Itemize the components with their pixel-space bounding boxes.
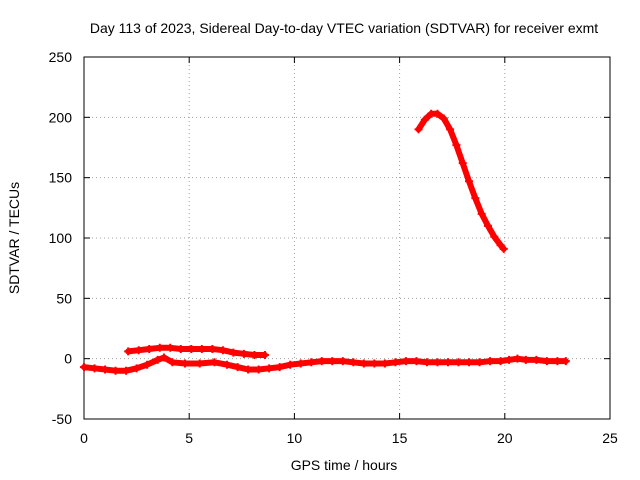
y-tick-label: -50 <box>52 411 72 427</box>
data-point <box>296 359 305 368</box>
data-point <box>475 358 484 367</box>
data-point <box>145 345 154 354</box>
data-point <box>471 194 480 203</box>
data-point <box>370 359 379 368</box>
data-point <box>433 358 442 367</box>
data-point <box>275 363 284 372</box>
data-point <box>180 359 189 368</box>
data-point <box>499 244 508 253</box>
chart-title: Day 113 of 2023, Sidereal Day-to-day VTE… <box>90 20 598 36</box>
data-point <box>80 363 88 372</box>
series-track-b <box>124 343 269 360</box>
y-tick-label: 250 <box>49 49 73 65</box>
data-point <box>132 364 141 373</box>
data-point <box>490 232 499 241</box>
data-point <box>454 358 463 367</box>
data-point <box>458 159 467 168</box>
data-point <box>260 351 269 360</box>
data-point <box>307 358 316 367</box>
data-point <box>505 355 514 364</box>
data-point <box>542 357 551 366</box>
data-point <box>452 141 461 150</box>
data-point <box>153 355 162 364</box>
series-track-c <box>414 109 508 253</box>
x-tick-label: 0 <box>80 430 88 446</box>
data-point <box>521 355 530 364</box>
data-point <box>195 359 204 368</box>
x-tick-label: 20 <box>497 430 513 446</box>
data-point <box>134 346 143 355</box>
data-point <box>166 343 175 352</box>
data-point <box>229 348 238 357</box>
x-axis-label: GPS time / hours <box>291 457 398 473</box>
series-track-a <box>80 353 570 375</box>
data-point <box>168 358 177 367</box>
data-point <box>223 360 232 369</box>
series-line-track-c <box>415 110 507 252</box>
x-tick-label: 15 <box>392 430 408 446</box>
data-point <box>553 357 562 366</box>
data-point <box>465 177 474 186</box>
data-point <box>208 345 217 354</box>
data-point <box>176 345 185 354</box>
data-point <box>443 358 452 367</box>
data-point <box>391 358 400 367</box>
data-point <box>412 357 421 366</box>
data-point <box>317 357 326 366</box>
data-point <box>401 357 410 366</box>
data-point <box>380 359 389 368</box>
data-point <box>338 357 347 366</box>
data-point <box>250 351 259 360</box>
data-point <box>124 347 133 356</box>
x-tick-label: 25 <box>602 430 618 446</box>
data-point <box>414 125 423 134</box>
data-point <box>210 358 219 367</box>
grid-lines <box>84 57 610 419</box>
axis-ticks: 0 5 10 15 20 25 -50 0 50 100 150 200 250 <box>49 49 618 446</box>
y-tick-label: 150 <box>49 170 73 186</box>
data-point <box>439 114 448 123</box>
data-point <box>420 115 429 124</box>
data-point <box>446 125 455 134</box>
data-point <box>483 221 492 230</box>
y-tick-label: 0 <box>64 351 72 367</box>
data-point <box>532 355 541 364</box>
x-tick-label: 10 <box>287 430 303 446</box>
data-point <box>328 357 337 366</box>
data-point <box>359 359 368 368</box>
data-point <box>265 364 274 373</box>
data-point <box>233 363 242 372</box>
data-point <box>239 349 248 358</box>
data-point <box>349 358 358 367</box>
data-point <box>513 354 522 363</box>
data-point <box>465 358 474 367</box>
data-point <box>143 360 152 369</box>
data-point <box>111 366 120 375</box>
data-point <box>561 357 570 366</box>
data-point <box>422 358 431 367</box>
data-point <box>254 365 263 374</box>
data-point <box>477 209 486 218</box>
data-series <box>80 109 570 375</box>
data-point <box>496 357 505 366</box>
data-point <box>155 343 164 352</box>
x-tick-label: 5 <box>185 430 193 446</box>
data-point <box>286 360 295 369</box>
data-point <box>101 365 110 374</box>
plot-frame <box>83 56 611 420</box>
y-tick-label: 50 <box>56 290 72 306</box>
data-point <box>159 353 168 362</box>
y-tick-label: 200 <box>49 109 73 125</box>
y-tick-label: 100 <box>49 230 73 246</box>
data-point <box>187 345 196 354</box>
data-point <box>90 364 99 373</box>
y-axis-label: SDTVAR / TECUs <box>6 182 22 294</box>
data-point <box>433 109 442 118</box>
data-point <box>486 357 495 366</box>
data-point <box>218 346 227 355</box>
data-point <box>244 365 253 374</box>
data-point <box>122 366 131 375</box>
data-point <box>197 345 206 354</box>
